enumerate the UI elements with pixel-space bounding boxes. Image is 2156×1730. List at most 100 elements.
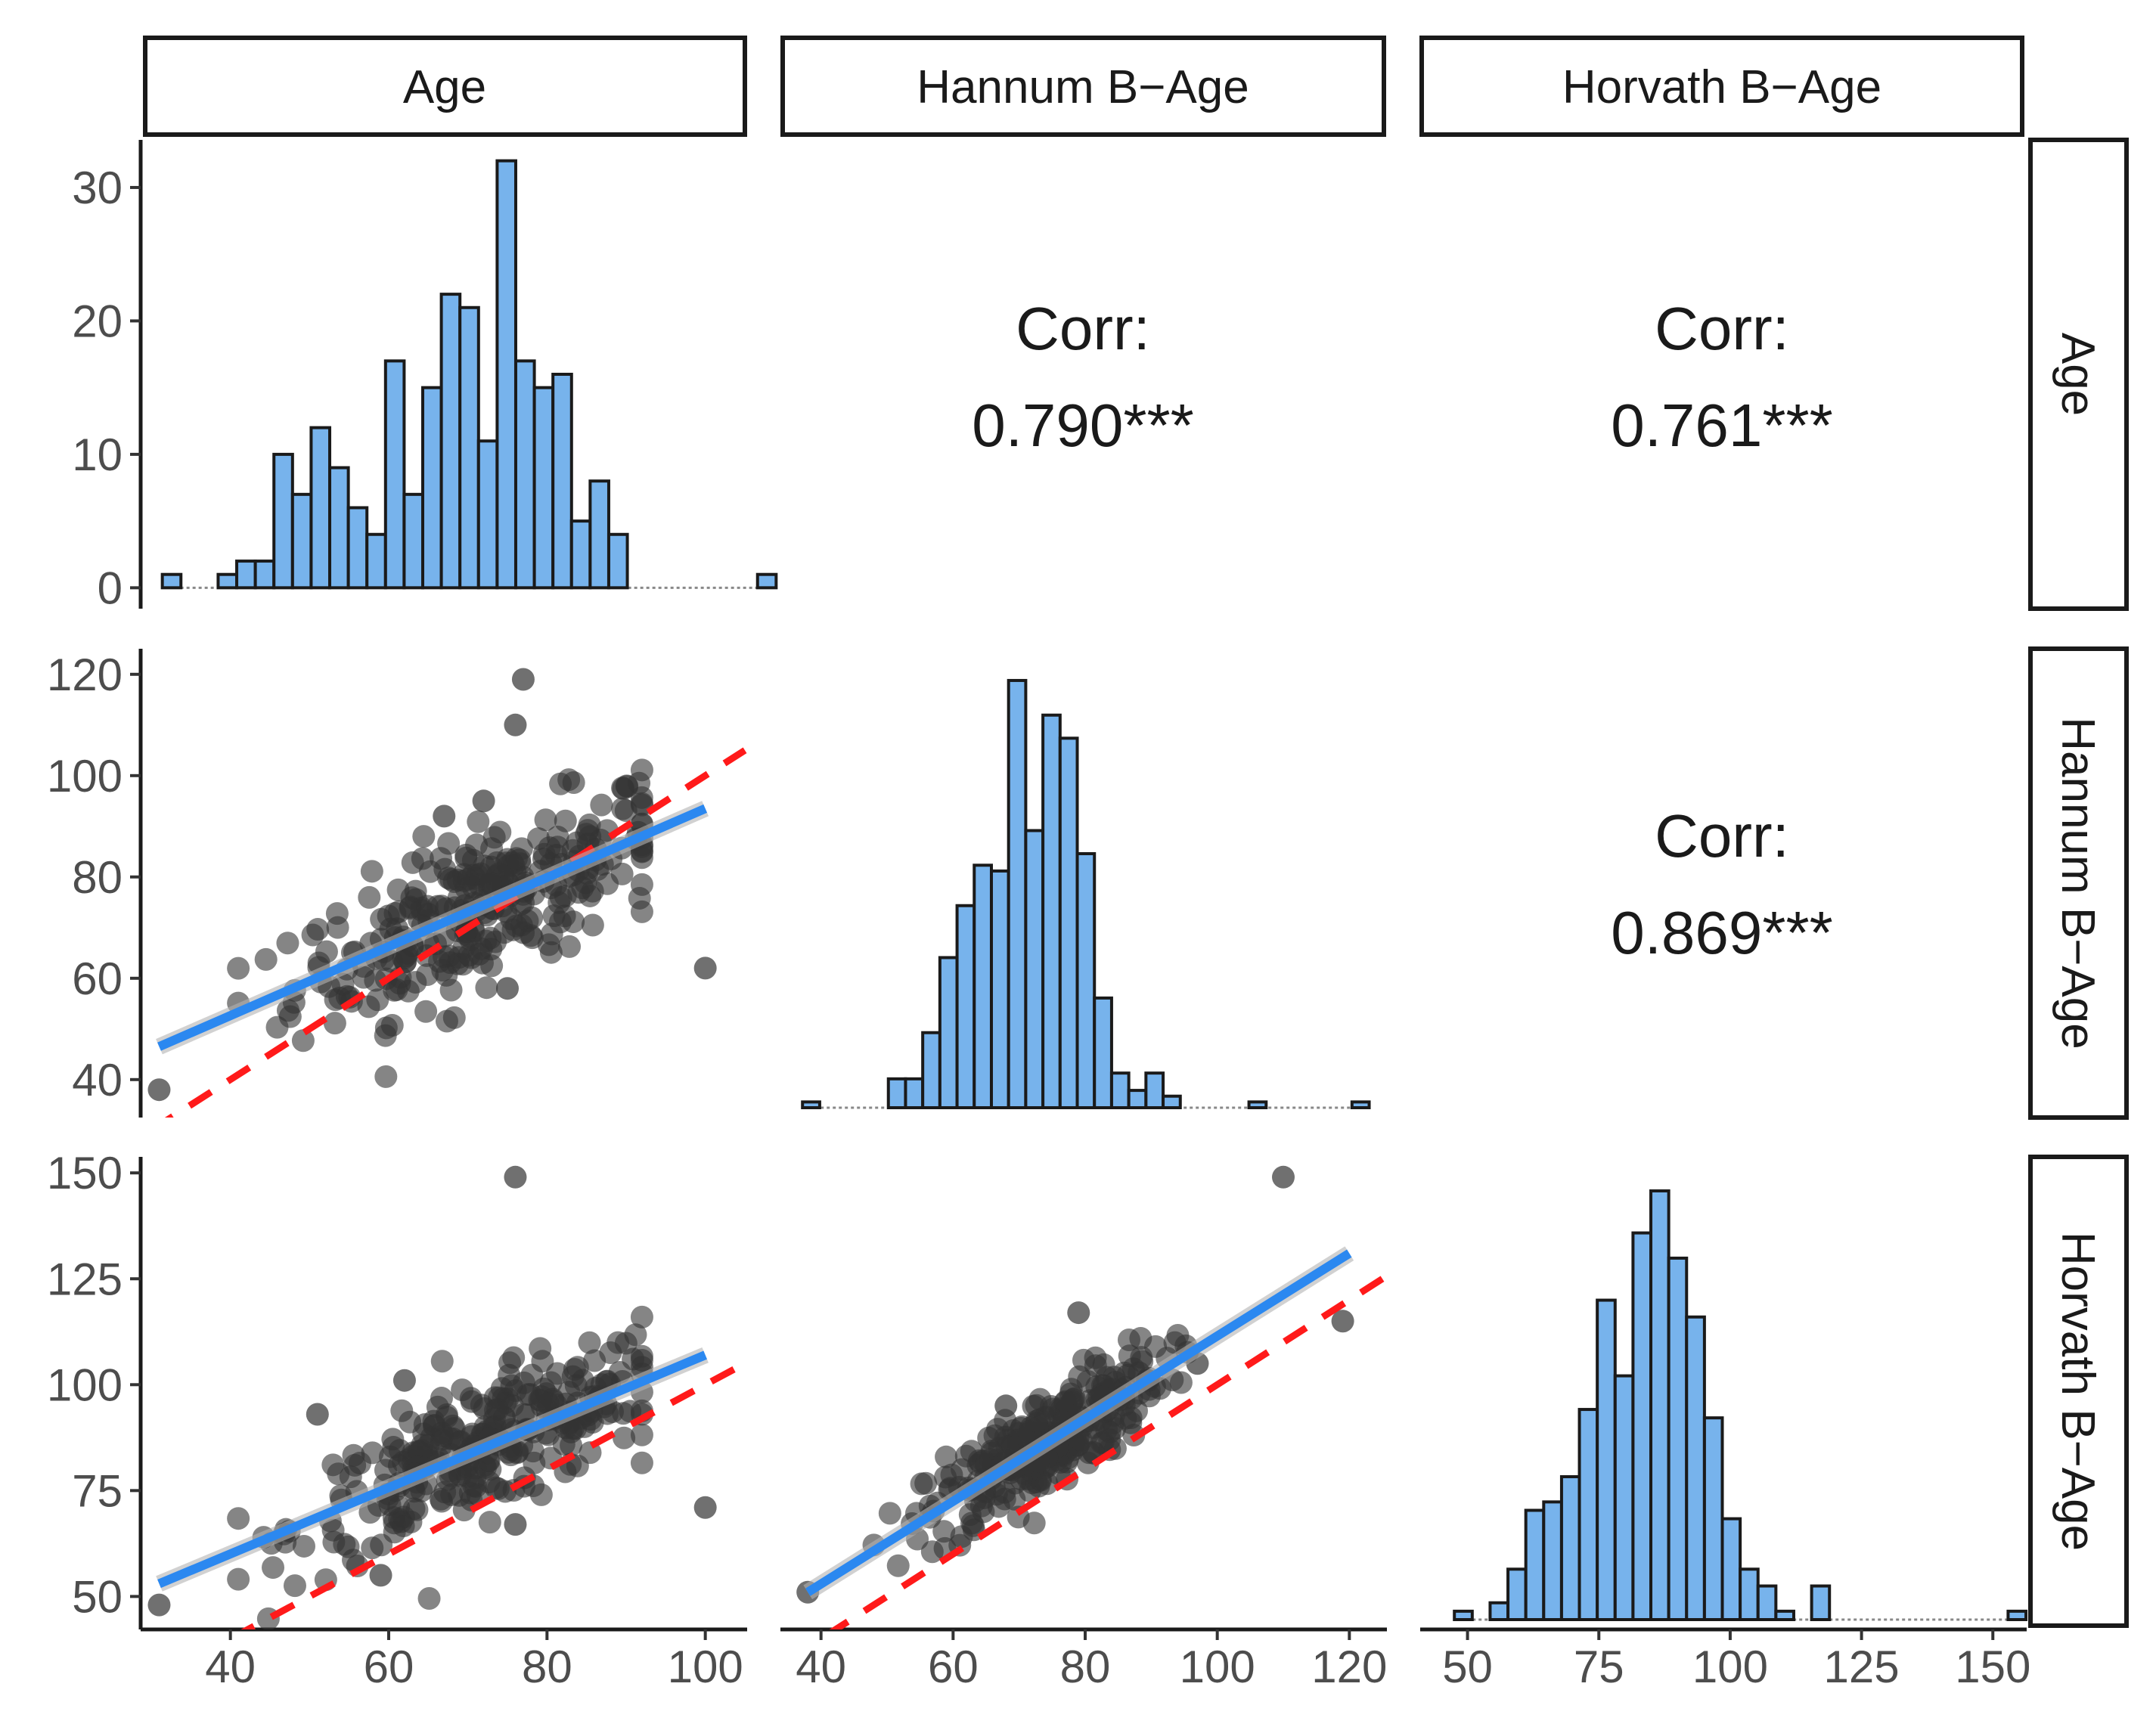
histogram-hannum-b-age (801, 678, 1371, 1110)
scatter-point (693, 1496, 717, 1519)
scatter-point (386, 878, 410, 901)
scatter-point (575, 823, 598, 846)
scatter-point (479, 938, 503, 961)
histogram-bar (588, 479, 610, 590)
row-strip-horvath-label: Horvath B−Age (2052, 1232, 2104, 1551)
histogram-bar (1127, 1089, 1148, 1110)
scatter-point (227, 956, 250, 980)
tick-layer: 0 10 20 30 40 60 80 100 120 50 75 100 125 150 40 60 80 10… (47, 163, 2030, 1692)
scatter-point (612, 1402, 635, 1425)
scatter-point (227, 1567, 250, 1591)
column-strip-age: Age (143, 36, 747, 137)
scatter-point (910, 1472, 933, 1496)
histogram-bar (1542, 1500, 1563, 1621)
corr-label: Corr: (1655, 802, 1789, 870)
histogram-bar (253, 560, 276, 590)
histogram-bar (1739, 1567, 1760, 1621)
histogram-bar (476, 439, 499, 590)
column-strip-hannum: Hannum B−Age (780, 36, 1386, 137)
scatter-point (581, 879, 604, 903)
scatter-point (562, 910, 585, 934)
y-axis-ticks-hannum: 40 60 80 100 120 (47, 650, 141, 1105)
scatter-point (1025, 1409, 1048, 1433)
histogram-bar (290, 492, 313, 590)
scatter-point (630, 1423, 653, 1446)
histogram-bar (1577, 1408, 1599, 1622)
scatter-point (529, 1483, 553, 1506)
scatter-point (446, 868, 470, 891)
histogram-bar (328, 466, 350, 590)
scatter-point (411, 847, 434, 870)
histogram-bar (569, 519, 592, 590)
scatter-point (262, 1556, 285, 1580)
scatter-point (504, 1165, 527, 1189)
histogram-bar (606, 532, 629, 590)
histogram-bar (755, 572, 778, 590)
y-tick-label: 20 (72, 296, 123, 346)
scatter-point (440, 1483, 464, 1506)
scatter-point (590, 793, 613, 817)
column-strip-horvath: Horvath B−Age (1419, 36, 2024, 137)
scatter-point (414, 1000, 438, 1023)
x-tick-label: 120 (1311, 1642, 1387, 1692)
histogram-bar (1631, 1231, 1653, 1622)
axis-lines (138, 140, 2027, 1632)
row-strip-age: Age (2028, 138, 2129, 611)
scatter-point (520, 1363, 544, 1387)
scatter-point (470, 1394, 493, 1417)
histogram-bar (989, 869, 1010, 1110)
x-axis-ticks-horvath-b-age: 50 75 100 125 150 (1442, 1629, 2030, 1692)
corr-value: 0.761*** (1611, 392, 1833, 459)
scatter-point (534, 808, 557, 832)
histogram-bar (1453, 1609, 1474, 1622)
column-strip-horvath-label: Horvath B−Age (1562, 61, 1881, 113)
x-axis-ticks-age: 40 60 80 100 (205, 1629, 743, 1692)
histogram-bar (955, 904, 976, 1109)
scatter-point (366, 988, 389, 1012)
scatter-point (383, 1511, 406, 1535)
column-strip-hannum-label: Hannum B−Age (917, 61, 1249, 113)
y-tick-label: 100 (47, 751, 123, 801)
histogram-age (160, 159, 778, 590)
corr-cell-age-hannum: Corr: 0.790*** (972, 295, 1194, 459)
scatter-point (630, 758, 653, 782)
scatter-point (563, 1358, 586, 1381)
y-tick-label: 75 (72, 1465, 123, 1516)
scatter-point (473, 1454, 496, 1477)
scatter-point (578, 1331, 601, 1354)
column-strip-age-label: Age (403, 61, 486, 113)
histogram-bar (801, 1100, 821, 1110)
scatter-point (545, 1362, 569, 1385)
scatter-point (404, 879, 427, 903)
x-tick-label: 150 (1955, 1642, 2030, 1692)
scatter-point (558, 935, 582, 958)
histogram-bar (365, 532, 387, 590)
scatter-point (994, 1394, 1018, 1418)
histogram-bar (1162, 1094, 1182, 1109)
row-strip-age-label: Age (2052, 333, 2104, 416)
histogram-bar (309, 426, 332, 590)
histogram-bar (1685, 1315, 1706, 1622)
histogram-bar (421, 386, 443, 590)
y-tick-label: 125 (47, 1254, 123, 1304)
scatter-point (1119, 1406, 1143, 1430)
scatter-point (478, 1511, 501, 1534)
x-tick-label: 80 (522, 1642, 572, 1692)
scatter-point (254, 947, 278, 971)
y-tick-label: 40 (72, 1055, 123, 1105)
histogram-bar (1007, 678, 1028, 1109)
row-strip-hannum-label: Hannum B−Age (2052, 717, 2104, 1049)
scatter-point (490, 1377, 513, 1400)
y-tick-label: 10 (72, 429, 123, 480)
corr-cell-age-horvath: Corr: 0.761*** (1611, 295, 1833, 459)
histogram-bar (160, 572, 183, 590)
scatter-point (537, 933, 560, 956)
x-axis-ticks-hannum-b-age: 40 60 80 100 120 (796, 1629, 1387, 1692)
histogram-bar (439, 293, 462, 590)
histogram-bar (1720, 1517, 1742, 1622)
scatter-point (1331, 1310, 1354, 1333)
scatter-point (321, 1453, 345, 1477)
scatter-point (435, 1009, 458, 1033)
histogram-bar (1810, 1584, 1832, 1622)
